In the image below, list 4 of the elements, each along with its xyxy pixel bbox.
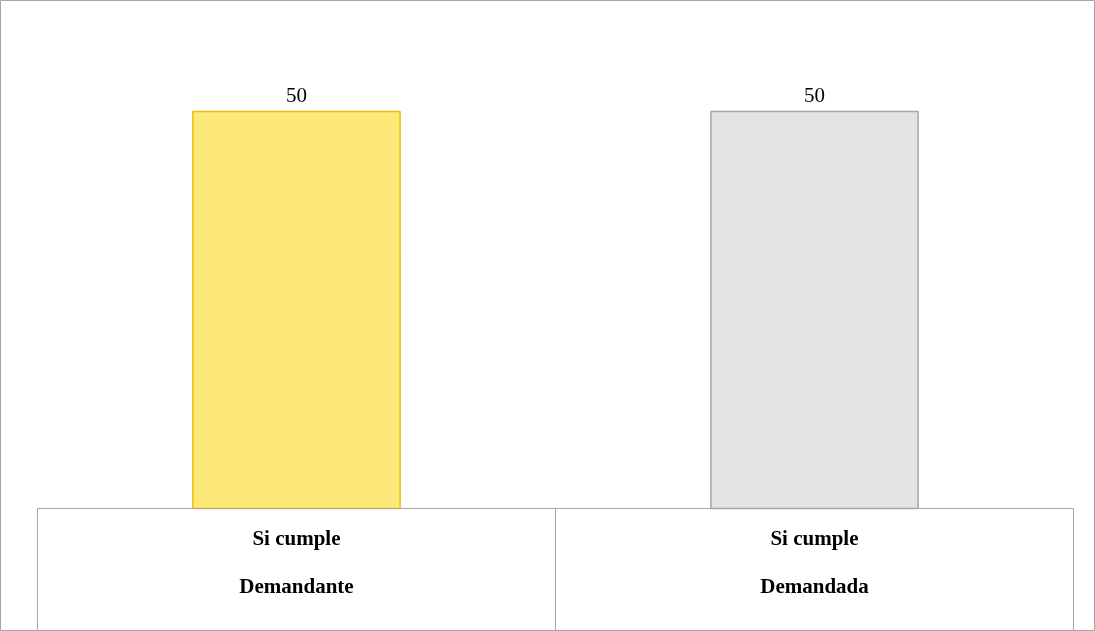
x-tick-label: Si cumple Demandada [760, 526, 870, 599]
x-tick-label: Si cumple Demandante [239, 526, 354, 599]
data-label: 50 [285, 82, 307, 107]
data-label: 50 [803, 82, 825, 107]
